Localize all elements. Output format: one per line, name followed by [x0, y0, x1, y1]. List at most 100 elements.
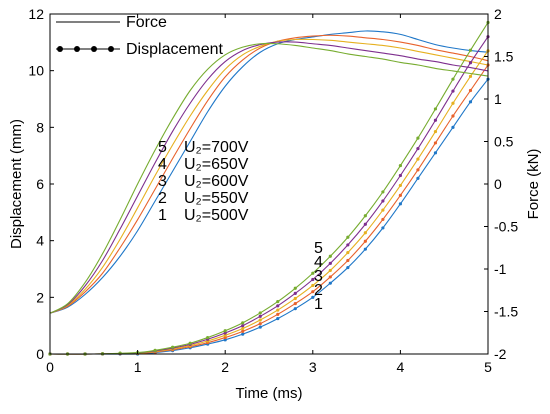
displacement-point [241, 324, 245, 328]
displacement-point [276, 316, 280, 321]
displacement-line-u-500v [49, 78, 489, 355]
displacement-point [241, 332, 245, 336]
displacement-point [381, 190, 385, 194]
displacement-point [311, 271, 315, 275]
displacement-point [223, 333, 227, 337]
displacement-point [258, 322, 262, 326]
annotation-label: U₂=700V [184, 139, 249, 156]
displacement-point [241, 329, 245, 333]
displacement-point [328, 254, 332, 258]
displacement-point [381, 208, 385, 212]
displacement-point [363, 247, 367, 251]
displacement-point [468, 88, 473, 93]
y-right-axis-title: Force (kN) [525, 149, 542, 220]
displacement-point [363, 231, 367, 235]
displacement-point [468, 74, 473, 78]
curve-number: 2 [314, 282, 323, 299]
displacement-point [328, 261, 332, 265]
displacement-point [276, 304, 280, 308]
displacement-point [451, 101, 455, 105]
annotation-number: 1 [158, 207, 167, 224]
displacement-point [398, 193, 402, 197]
annotation-number: 5 [158, 139, 167, 156]
y-right-tick-label: -1.5 [494, 304, 518, 320]
y-right-tick-label: 1 [494, 91, 502, 107]
displacement-point [416, 136, 420, 140]
annotation-label: U₂=600V [184, 173, 249, 190]
displacement-point [258, 325, 262, 329]
legend-label-displacement: Displacement [126, 41, 223, 58]
displacement-point [223, 329, 227, 333]
displacement-point [276, 308, 280, 312]
displacement-point [433, 129, 438, 134]
y-right-tick-label: -1 [494, 261, 507, 277]
displacement-point [416, 176, 420, 180]
displacement-point [293, 301, 297, 306]
annotation-number: 3 [158, 173, 167, 190]
legend: Force Displacement [56, 14, 223, 58]
y-right-tick-label: 1.5 [494, 49, 514, 65]
displacement-point [363, 239, 367, 243]
legend-marker [74, 46, 80, 52]
x-axis-title: Time (ms) [236, 385, 303, 402]
displacement-point [346, 250, 350, 255]
displacement-point [346, 265, 350, 270]
displacement-point [416, 157, 420, 161]
displacement-point [363, 222, 367, 226]
displacement-point [188, 341, 192, 345]
displacement-point [206, 335, 210, 340]
displacement-point [416, 146, 420, 151]
y-left-tick-label: 2 [36, 289, 44, 305]
x-tick-label: 0 [46, 359, 54, 375]
displacement-point [381, 199, 385, 203]
force-line-u-500v [49, 30, 489, 314]
displacement-point [328, 275, 332, 279]
annotation-label: U₂=650V [184, 156, 249, 173]
displacement-point [223, 331, 227, 335]
y-right-tick-label: 0 [494, 176, 502, 192]
displacement-point [433, 151, 438, 155]
legend-marker [91, 46, 97, 52]
y-right-tick-label: 2 [494, 6, 502, 22]
x-tick-label: 5 [484, 359, 492, 375]
displacement-point [398, 183, 402, 188]
displacement-point [223, 335, 227, 340]
displacement-point [293, 291, 297, 295]
displacement-point [381, 226, 385, 230]
displacement-line-u-650v [49, 36, 489, 355]
displacement-point [416, 168, 420, 172]
displacement-point [433, 118, 438, 122]
y-left-tick-label: 0 [36, 346, 44, 362]
displacement-point [293, 307, 297, 311]
displacement-point [276, 312, 280, 316]
annotation-label: U₂=550V [184, 190, 249, 207]
displacement-point [468, 61, 473, 65]
annotation-label: U₂=500V [184, 207, 249, 224]
curve-number-labels: 5 4 3 2 1 [314, 240, 323, 313]
displacement-point [433, 107, 438, 111]
x-tick-label: 1 [134, 359, 142, 375]
displacement-point [346, 258, 350, 263]
force-line-u-700v [49, 42, 489, 314]
displacement-point [328, 281, 332, 285]
legend-label-force: Force [126, 14, 167, 31]
legend-marker [108, 46, 114, 52]
displacement-point [293, 286, 297, 290]
displacement-point [311, 290, 315, 294]
displacement-point [276, 299, 280, 304]
displacement-point [451, 77, 455, 81]
force-line-u-600v [49, 38, 489, 314]
displacement-line-u-700v [49, 22, 489, 355]
annotation-number: 2 [158, 190, 167, 207]
displacement-point [433, 141, 438, 145]
legend-entry-displacement: Displacement [56, 41, 223, 58]
displacement-point [258, 311, 262, 315]
displacement-point [153, 348, 157, 352]
y-left-tick-label: 12 [28, 6, 44, 22]
curves-layer [48, 20, 490, 356]
plot-frame [49, 13, 489, 355]
legend-entry-force: Force [56, 14, 167, 31]
displacement-point [241, 326, 245, 331]
